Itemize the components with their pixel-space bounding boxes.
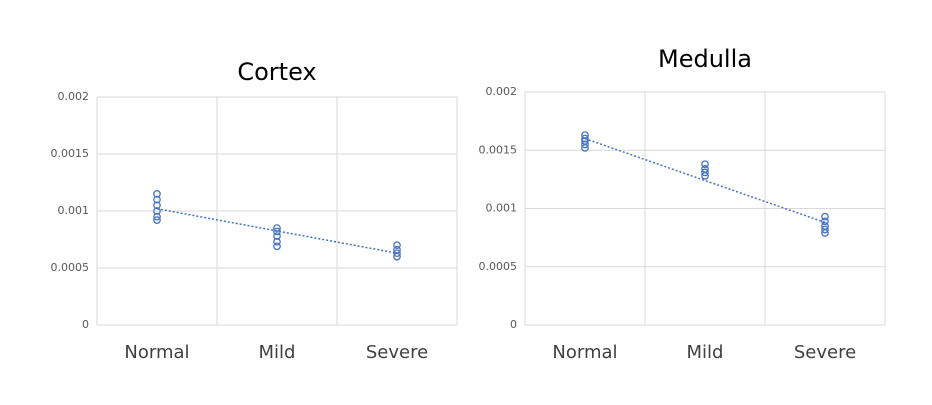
data-point bbox=[153, 207, 161, 215]
data-point bbox=[393, 245, 401, 254]
data-point bbox=[273, 227, 281, 236]
y-tick-label: 0.0015 bbox=[479, 143, 518, 156]
data-point bbox=[153, 216, 161, 224]
data-point bbox=[701, 160, 709, 169]
x-tick-label: Mild bbox=[259, 342, 296, 363]
data-point bbox=[393, 249, 401, 258]
y-tick-label: 0.001 bbox=[486, 202, 518, 215]
data-point bbox=[821, 222, 829, 230]
data-point bbox=[821, 212, 829, 221]
x-tick-label: Severe bbox=[794, 342, 856, 363]
x-tick-label: Normal bbox=[552, 342, 617, 363]
y-tick-label: 0.0015 bbox=[51, 147, 90, 160]
chart-title: Cortex bbox=[237, 58, 316, 86]
y-tick-label: 0.0005 bbox=[51, 261, 90, 274]
data-point bbox=[821, 217, 829, 226]
y-tick-label: 0.0005 bbox=[479, 260, 518, 273]
y-tick-label: 0 bbox=[82, 318, 89, 331]
trendline bbox=[156, 207, 398, 254]
chart-title: Medulla bbox=[658, 45, 752, 73]
y-tick-label: 0 bbox=[510, 318, 517, 331]
data-point bbox=[273, 224, 281, 232]
trendline bbox=[584, 137, 826, 224]
data-point bbox=[273, 237, 281, 246]
data-point bbox=[153, 195, 161, 204]
data-point bbox=[581, 131, 589, 139]
data-point bbox=[273, 232, 281, 240]
data-point bbox=[153, 190, 161, 198]
data-point bbox=[393, 241, 401, 250]
data-point bbox=[701, 165, 709, 173]
data-point bbox=[581, 134, 589, 143]
data-point bbox=[273, 242, 281, 251]
data-point bbox=[153, 201, 161, 210]
data-point bbox=[153, 212, 161, 221]
y-tick-label: 0.002 bbox=[58, 90, 90, 103]
data-point bbox=[821, 225, 829, 234]
x-tick-label: Severe bbox=[366, 342, 428, 363]
x-tick-label: Normal bbox=[124, 342, 189, 363]
data-point bbox=[701, 168, 709, 177]
x-tick-label: Mild bbox=[687, 342, 724, 363]
y-tick-label: 0.002 bbox=[486, 85, 518, 98]
y-tick-label: 0.001 bbox=[58, 204, 90, 217]
